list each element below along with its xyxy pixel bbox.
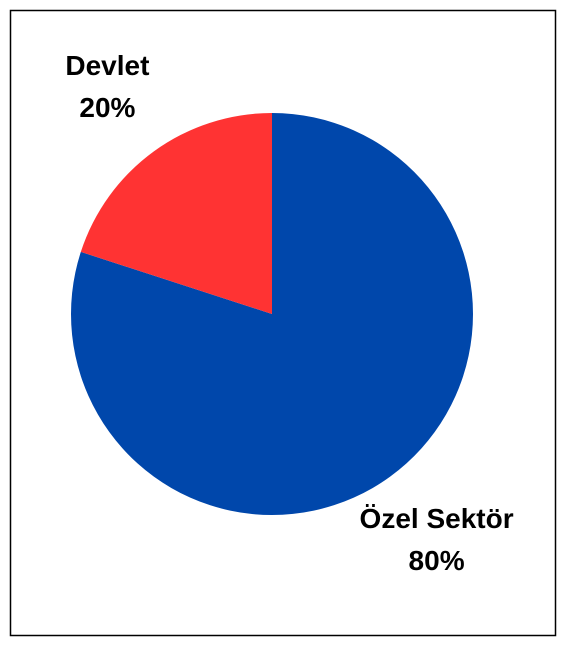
slice-label: Devlet <box>65 50 149 81</box>
value-label: 80% <box>409 545 465 576</box>
pie-slice <box>80 113 272 314</box>
slice-label: Özel Sektör <box>360 503 514 534</box>
value-label: 20% <box>79 92 135 123</box>
